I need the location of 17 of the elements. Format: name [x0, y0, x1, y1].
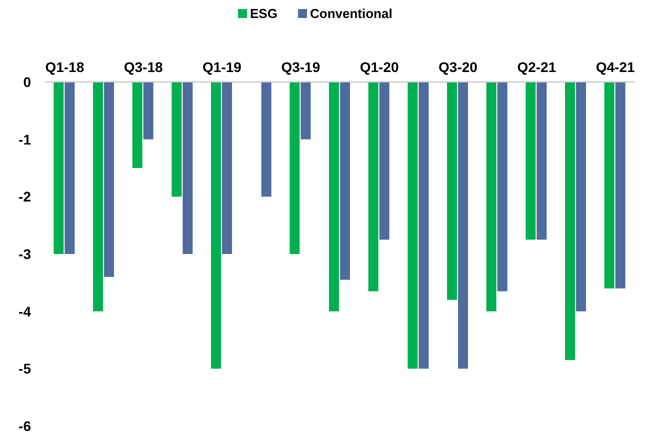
x-tick-label: Q1-20 [360, 59, 399, 75]
x-tick-label: Q4-21 [596, 59, 635, 75]
y-tick-label: -1 [18, 131, 32, 148]
x-tick-label: Q2-21 [517, 59, 556, 75]
y-tick-label: -5 [18, 360, 32, 377]
y-tick-label: -2 [18, 188, 32, 205]
x-tick-label: Q3-18 [124, 59, 163, 75]
y-tick-label: -3 [18, 246, 32, 262]
x-tick-label: Q3-20 [438, 59, 478, 75]
x-tick-label: Q1-19 [202, 59, 242, 75]
legend-label: Conventional [310, 6, 392, 21]
x-tick-label: Q1-18 [45, 59, 84, 75]
y-tick-label: -6 [18, 418, 32, 432]
y-tick-label: 0 [23, 74, 32, 90]
legend-label: ESG [250, 6, 278, 21]
x-tick-label: Q3-19 [281, 59, 320, 75]
y-tick-label: -4 [18, 303, 32, 320]
